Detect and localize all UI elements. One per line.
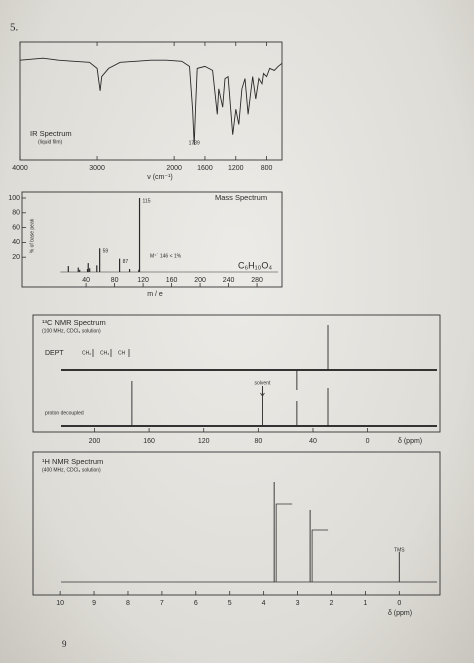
x-tick-label: 2000 bbox=[166, 165, 182, 172]
x-tick-label: 1 bbox=[363, 600, 367, 607]
h1-frame bbox=[32, 451, 441, 596]
problem-number: 5. bbox=[10, 22, 19, 34]
panel-subtitle: (400 MHz, CDCl₃ solution) bbox=[42, 467, 101, 473]
dept-legend: CH₃ bbox=[100, 350, 109, 356]
x-tick-label: 3000 bbox=[89, 165, 105, 172]
x-axis-label: δ (ppm) bbox=[388, 610, 412, 617]
x-tick-label: 3 bbox=[296, 600, 300, 607]
ir-trace bbox=[19, 57, 283, 145]
solvent-arrow bbox=[260, 388, 265, 397]
panel-title: ¹H NMR Spectrum bbox=[42, 457, 103, 466]
peak-annotation: 1739 bbox=[189, 140, 200, 146]
x-tick-label: 160 bbox=[166, 277, 178, 284]
formula: C₆H₁₀O₄ bbox=[238, 260, 272, 270]
x-tick-label: 120 bbox=[198, 438, 210, 445]
panel-title: ¹³C NMR Spectrum bbox=[42, 318, 106, 327]
x-tick-label: 40 bbox=[309, 438, 317, 445]
x-tick-label: 0 bbox=[397, 600, 401, 607]
x-tick-label: 0 bbox=[366, 438, 370, 445]
y-tick-label: 40 bbox=[12, 239, 20, 246]
panel-subtitle: (liquid film) bbox=[38, 139, 63, 145]
x-tick-label: 40 bbox=[82, 277, 90, 284]
x-tick-label: 120 bbox=[137, 277, 149, 284]
x-tick-label: 4000 bbox=[12, 165, 28, 172]
peak-label: 87 bbox=[123, 259, 129, 265]
x-tick-label: 240 bbox=[223, 277, 235, 284]
y-axis-label: % of base peak bbox=[29, 218, 35, 253]
peak-label: 59 bbox=[103, 249, 109, 255]
x-tick-label: 800 bbox=[261, 165, 273, 172]
solvent-label: solvent bbox=[255, 380, 271, 386]
y-tick-label: 20 bbox=[12, 254, 20, 261]
molecular-ion-note: M⁺˙ 146 < 1% bbox=[150, 253, 182, 259]
integral-step bbox=[275, 503, 293, 582]
peak-label: 115 bbox=[143, 198, 151, 204]
x-tick-label: 6 bbox=[194, 600, 198, 607]
x-tick-label: 160 bbox=[143, 438, 155, 445]
x-axis-label: m / e bbox=[147, 291, 163, 298]
x-tick-label: 2 bbox=[330, 600, 334, 607]
dept-legend: CH bbox=[118, 350, 126, 356]
x-tick-label: 10 bbox=[56, 600, 64, 607]
x-tick-label: 7 bbox=[160, 600, 164, 607]
x-tick-label: 280 bbox=[251, 277, 263, 284]
x-tick-label: 80 bbox=[111, 277, 119, 284]
x-tick-label: 200 bbox=[194, 277, 206, 284]
ms-frame bbox=[21, 191, 283, 288]
c13-frame bbox=[32, 314, 441, 433]
x-tick-label: 4 bbox=[262, 600, 266, 607]
x-axis-label: δ (ppm) bbox=[398, 438, 422, 445]
page-footer: 9 bbox=[62, 639, 67, 649]
y-tick-label: 80 bbox=[12, 210, 20, 217]
panel-title: Mass Spectrum bbox=[215, 193, 267, 202]
integral-step bbox=[311, 529, 329, 582]
series-label: DEPT bbox=[45, 350, 64, 357]
x-tick-label: 80 bbox=[254, 438, 262, 445]
x-tick-label: 8 bbox=[126, 600, 130, 607]
x-axis-label: ν (cm⁻¹) bbox=[147, 174, 172, 181]
dept-legend: CH₂ bbox=[82, 350, 91, 356]
x-tick-label: 1600 bbox=[197, 165, 213, 172]
series-label: proton decoupled bbox=[45, 410, 84, 416]
ir-frame bbox=[19, 41, 283, 161]
y-tick-label: 100 bbox=[8, 195, 20, 202]
x-tick-label: 200 bbox=[89, 438, 101, 445]
x-tick-label: 1200 bbox=[228, 165, 244, 172]
x-tick-label: 9 bbox=[92, 600, 96, 607]
x-tick-label: 5 bbox=[228, 600, 232, 607]
y-tick-label: 60 bbox=[12, 224, 20, 231]
reference-label: TMS bbox=[394, 547, 405, 553]
panel-title: IR Spectrum bbox=[30, 129, 72, 138]
panel-subtitle: (100 MHz, CDCl₃ solution) bbox=[42, 328, 101, 334]
